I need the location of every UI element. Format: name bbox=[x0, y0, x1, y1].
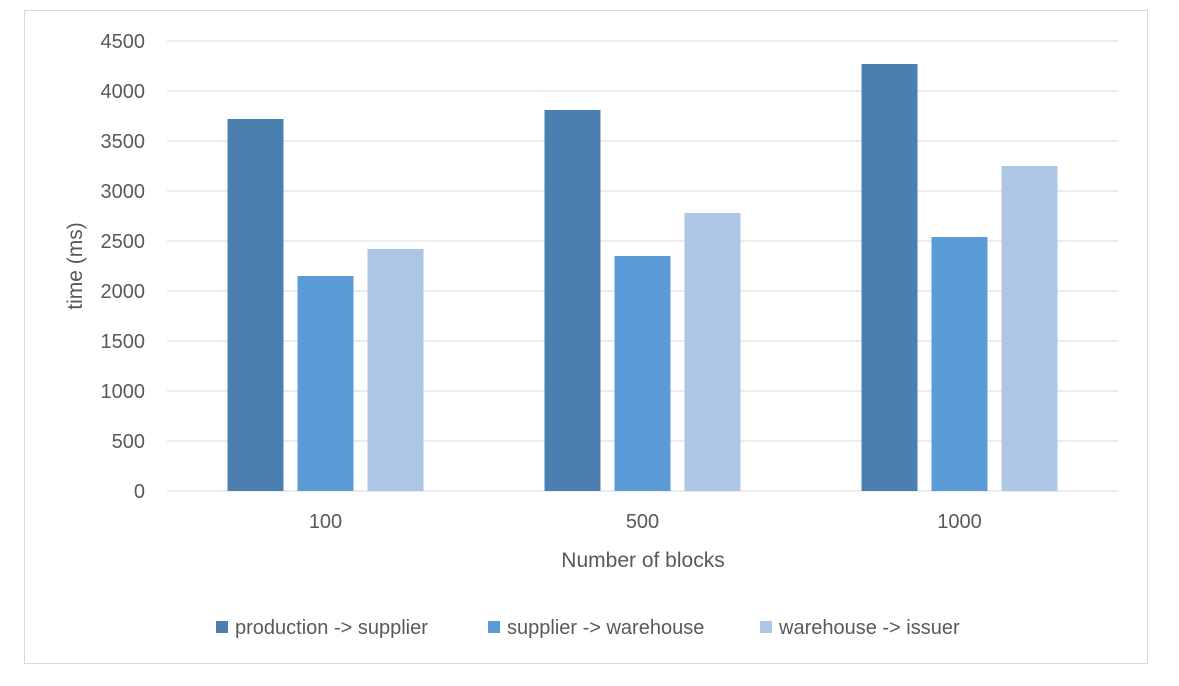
legend-swatch bbox=[760, 621, 772, 633]
legend-label: supplier -> warehouse bbox=[507, 617, 704, 639]
y-tick-label: 1500 bbox=[101, 331, 146, 353]
y-axis-ticks: 0 500 1000 1500 2000 2500 3000 3500 4000 4500 bbox=[101, 31, 146, 503]
bar-warehouse-issuer-100 bbox=[367, 249, 424, 491]
bar-supplier-warehouse-1000 bbox=[931, 237, 988, 491]
bars bbox=[227, 64, 1058, 491]
bar-production-supplier-1000 bbox=[861, 64, 918, 491]
y-tick-label: 2500 bbox=[101, 231, 146, 253]
y-tick-label: 4500 bbox=[101, 31, 146, 53]
bar-warehouse-issuer-500 bbox=[684, 213, 741, 491]
legend: production -> supplier supplier -> wareho… bbox=[216, 617, 960, 639]
y-tick-label: 500 bbox=[112, 431, 145, 453]
x-tick-label: 500 bbox=[626, 511, 659, 533]
x-tick-label: 100 bbox=[309, 511, 342, 533]
x-axis-title: Number of blocks bbox=[561, 549, 724, 572]
y-axis-title: time (ms) bbox=[64, 222, 87, 310]
x-axis-ticks: 100 500 1000 bbox=[309, 511, 982, 533]
y-tick-label: 4000 bbox=[101, 81, 146, 103]
legend-swatch bbox=[216, 621, 228, 633]
x-tick-label: 1000 bbox=[937, 511, 982, 533]
bar-warehouse-issuer-1000 bbox=[1001, 166, 1058, 491]
legend-label: production -> supplier bbox=[235, 617, 428, 639]
y-tick-label: 1000 bbox=[101, 381, 146, 403]
legend-label: warehouse -> issuer bbox=[778, 617, 960, 639]
bar-supplier-warehouse-100 bbox=[297, 276, 354, 491]
y-tick-label: 3500 bbox=[101, 131, 146, 153]
legend-swatch bbox=[488, 621, 500, 633]
bar-production-supplier-500 bbox=[544, 110, 601, 491]
bar-supplier-warehouse-500 bbox=[614, 256, 671, 491]
y-tick-label: 2000 bbox=[101, 281, 146, 303]
bar-production-supplier-100 bbox=[227, 119, 284, 491]
y-tick-label: 0 bbox=[134, 481, 145, 503]
y-tick-label: 3000 bbox=[101, 181, 146, 203]
